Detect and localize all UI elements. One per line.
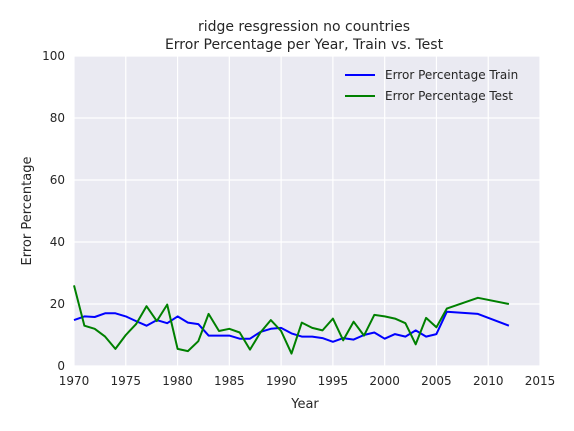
legend: Error Percentage Train Error Percentage … [345, 68, 518, 103]
x-axis-label: Year [290, 397, 319, 412]
y-tick-label: 40 [50, 235, 65, 249]
y-tick-label: 60 [50, 173, 65, 187]
legend-label-test: Error Percentage Test [385, 89, 513, 103]
y-axis-label: Error Percentage [20, 157, 35, 266]
series-line-train [73, 310, 510, 343]
x-tick-label: 1970 [59, 374, 90, 388]
chart-title: ridge resgression no countries [198, 19, 410, 35]
y-tick-label: 0 [57, 359, 65, 373]
y-tick-labels: 0 20 40 60 80 100 [42, 49, 65, 373]
chart-subtitle: Error Percentage per Year, Train vs. Tes… [165, 37, 444, 53]
x-tick-labels: 1970 1975 1980 1985 1990 1995 2000 2005 2010 2015 [59, 374, 556, 388]
x-tick-label: 1975 [111, 374, 142, 388]
y-tick-label: 80 [50, 111, 65, 125]
y-tick-label: 20 [50, 297, 65, 311]
series-lines [73, 285, 510, 355]
x-tick-label: 2015 [525, 374, 556, 388]
series-line-test [73, 285, 510, 355]
x-tick-label: 1980 [162, 374, 193, 388]
x-tick-label: 2010 [473, 374, 504, 388]
x-tick-label: 1985 [214, 374, 245, 388]
x-tick-label: 2005 [421, 374, 452, 388]
x-tick-label: 2000 [369, 374, 400, 388]
x-tick-label: 1995 [318, 374, 349, 388]
x-tick-label: 1990 [266, 374, 297, 388]
grid [73, 55, 541, 367]
legend-label-train: Error Percentage Train [385, 68, 518, 82]
y-tick-label: 100 [42, 49, 65, 63]
